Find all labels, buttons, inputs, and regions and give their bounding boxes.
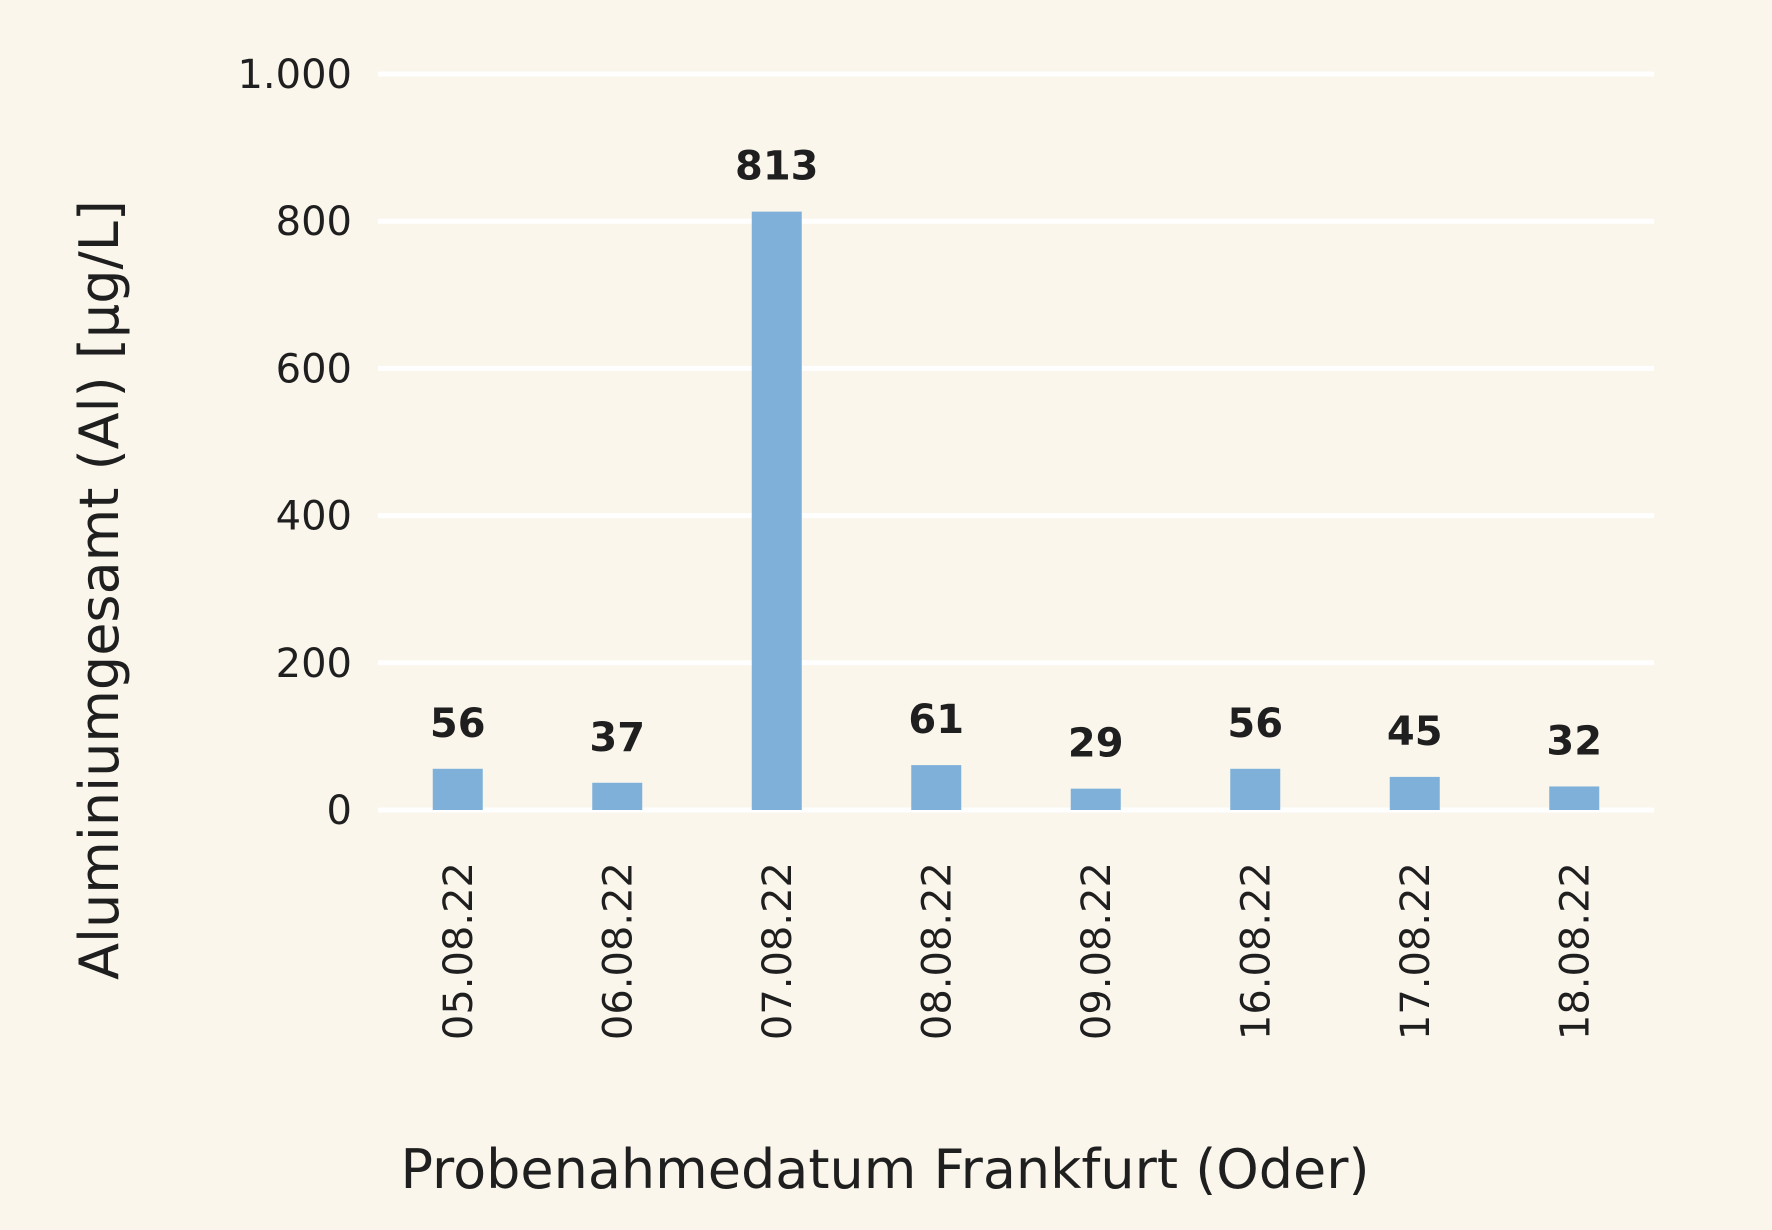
bar xyxy=(1230,768,1281,810)
y-axis-title: Aluminiumgesamt (Al) [µg/L] xyxy=(68,200,131,980)
bar xyxy=(1070,788,1121,810)
x-category-label: 16.08.22 xyxy=(1233,862,1279,1040)
y-tick-label: 0 xyxy=(327,788,352,834)
bar xyxy=(1549,786,1600,810)
x-category-label: 06.08.22 xyxy=(595,862,641,1040)
y-tick-label: 800 xyxy=(276,199,352,245)
data-labels: 56 37 813 61 29 56 45 32 xyxy=(430,144,1602,767)
bar xyxy=(911,765,962,810)
bars xyxy=(432,211,1600,810)
data-label: 45 xyxy=(1387,709,1443,755)
data-label: 37 xyxy=(589,715,645,761)
x-category-label: 08.08.22 xyxy=(914,862,960,1040)
y-tick-label: 1.000 xyxy=(237,52,352,98)
x-category-label: 05.08.22 xyxy=(436,862,482,1040)
data-label: 61 xyxy=(908,697,964,743)
bar xyxy=(432,768,483,810)
data-label: 29 xyxy=(1068,721,1124,767)
data-label: 813 xyxy=(735,144,819,190)
y-tick-label: 600 xyxy=(276,346,352,392)
y-tick-label: 200 xyxy=(276,641,352,687)
gridlines xyxy=(378,71,1654,813)
data-label: 56 xyxy=(1227,701,1283,747)
bar xyxy=(1389,776,1440,810)
x-axis-categories: 05.08.22 06.08.22 07.08.22 08.08.22 09.08.22… xyxy=(436,862,1599,1040)
data-label: 56 xyxy=(430,701,486,747)
x-category-label: 09.08.22 xyxy=(1074,862,1120,1040)
y-tick-label: 400 xyxy=(276,494,352,540)
x-category-label: 07.08.22 xyxy=(755,862,801,1040)
bar xyxy=(592,782,643,810)
y-axis-ticks: 0 200 400 600 800 1.000 xyxy=(237,52,352,834)
bar xyxy=(751,211,802,810)
data-label: 32 xyxy=(1546,718,1602,764)
x-category-label: 17.08.22 xyxy=(1393,862,1439,1040)
x-category-label: 18.08.22 xyxy=(1552,862,1598,1040)
x-axis-title: Probenahmedatum Frankfurt (Oder) xyxy=(400,1138,1369,1201)
